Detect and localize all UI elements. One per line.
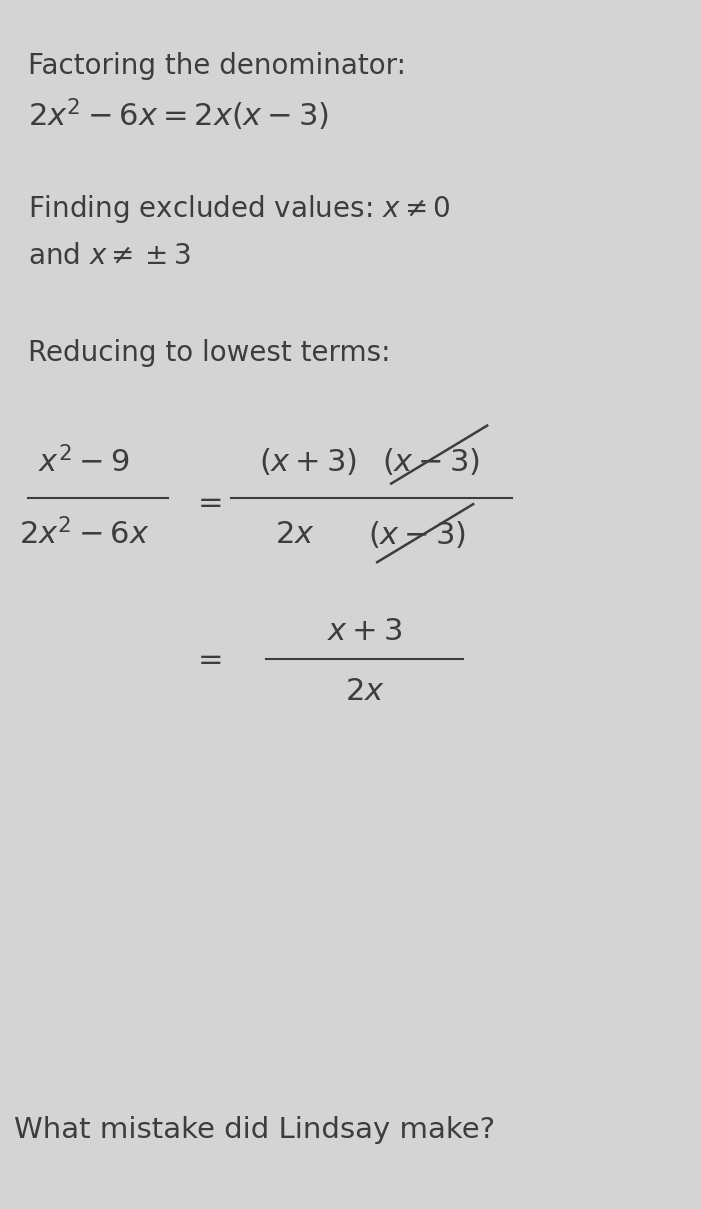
- Text: and $x \neq \pm3$: and $x \neq \pm3$: [28, 242, 191, 270]
- Text: $=$: $=$: [191, 487, 222, 516]
- Text: $(x - 3)$: $(x - 3)$: [368, 519, 466, 550]
- Text: Reducing to lowest terms:: Reducing to lowest terms:: [28, 339, 390, 366]
- Text: $=$: $=$: [191, 644, 222, 673]
- Text: What mistake did Lindsay make?: What mistake did Lindsay make?: [14, 1116, 495, 1144]
- Text: Factoring the denominator:: Factoring the denominator:: [28, 52, 406, 80]
- Text: $x^2 - 9$: $x^2 - 9$: [39, 446, 130, 478]
- Text: $2x^2 - 6x$: $2x^2 - 6x$: [19, 519, 149, 550]
- Text: $(x + 3)$: $(x + 3)$: [259, 446, 358, 478]
- Text: $2x$: $2x$: [275, 520, 314, 549]
- Text: $2x$: $2x$: [345, 677, 384, 706]
- Text: $2x^2 - 6x = 2x(x - 3)$: $2x^2 - 6x = 2x(x - 3)$: [28, 97, 329, 133]
- Text: $x + 3$: $x + 3$: [327, 617, 402, 646]
- Text: Finding excluded values: $x \neq 0$: Finding excluded values: $x \neq 0$: [28, 193, 451, 225]
- Text: $(x - 3)$: $(x - 3)$: [382, 446, 480, 478]
